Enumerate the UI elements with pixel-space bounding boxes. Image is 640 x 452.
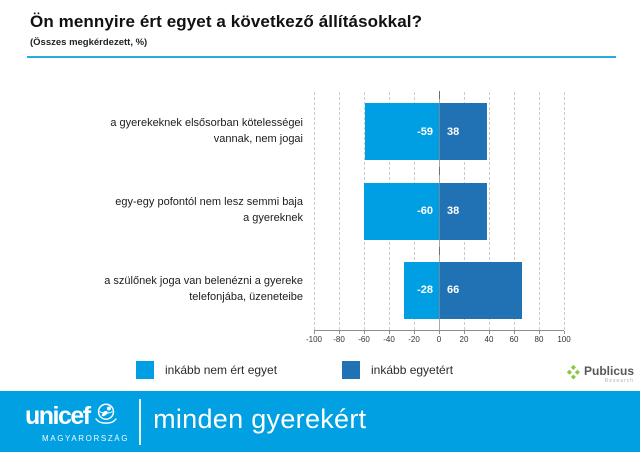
bar-negative: -59 — [365, 103, 439, 161]
gridline — [514, 92, 515, 330]
x-axis-tick — [314, 331, 315, 334]
legend-item-disagree: inkább nem ért egyet — [136, 361, 277, 379]
gridline — [539, 92, 540, 330]
x-axis-tick — [389, 331, 390, 334]
x-axis-tick — [439, 331, 440, 334]
gridline — [339, 92, 340, 330]
x-axis-tick-label: 20 — [459, 335, 469, 344]
value-label: 38 — [447, 125, 460, 138]
bar-negative: -60 — [364, 182, 439, 240]
value-label: 38 — [447, 205, 460, 217]
x-axis-tick — [539, 331, 540, 334]
x-axis-tick — [339, 331, 340, 334]
category-axis-tick — [439, 167, 440, 176]
publicus-name: Publicus — [583, 364, 634, 378]
value-label: -28 — [417, 284, 433, 297]
bar-positive: 66 — [439, 261, 522, 319]
x-axis-tick-label: -100 — [305, 335, 323, 344]
footer-divider — [139, 398, 142, 445]
unicef-logo: unicef MAGYARORSZÁG — [25, 401, 129, 443]
x-axis-tick-label: 100 — [557, 335, 571, 344]
x-axis-tick — [514, 331, 515, 334]
category-label: a szülőnek joga van belenézni a gyereke … — [104, 275, 303, 304]
publicus-sub: Research — [604, 378, 634, 385]
x-axis-tick-label: 40 — [484, 335, 494, 344]
page-title: Ön mennyire ért egyet a következő állítá… — [30, 12, 423, 31]
unicef-wordmark: unicef — [25, 401, 91, 430]
page-subtitle: (Összes megkérdezett, %) — [30, 37, 148, 48]
x-axis-tick — [564, 331, 565, 334]
bar-negative: -28 — [404, 261, 439, 319]
legend-swatch-disagree — [136, 361, 154, 379]
legend-label-agree: inkább egyetért — [371, 363, 454, 377]
gridline — [314, 92, 315, 330]
x-axis-tick — [489, 331, 490, 334]
x-axis-tick-label: -80 — [333, 335, 345, 344]
unicef-globe-icon — [93, 401, 119, 432]
x-axis — [314, 330, 565, 334]
legend-swatch-agree — [342, 361, 360, 379]
x-axis-tick — [364, 331, 365, 334]
plot-area: -59 38 -60 38 -28 66 — [314, 91, 565, 330]
title-divider — [27, 56, 616, 58]
publicus-diamonds-icon — [566, 364, 581, 385]
gridline — [564, 92, 565, 330]
bar-positive: 38 — [439, 182, 487, 240]
x-axis-tick — [414, 331, 415, 334]
category-axis-tick — [439, 246, 440, 255]
category-axis-tick — [439, 91, 440, 99]
legend-label-disagree: inkább nem ért egyet — [165, 363, 278, 377]
value-label: -59 — [417, 125, 433, 138]
footer-tagline: minden gyerekért — [153, 404, 367, 434]
zero-axis-line — [439, 91, 440, 330]
x-axis-tick-label: 0 — [436, 335, 442, 344]
x-axis-tick-label: -60 — [358, 335, 370, 344]
bar-positive: 38 — [439, 103, 487, 161]
x-axis-tick-label: -40 — [383, 335, 395, 344]
footer-band: unicef MAGYARORSZÁG minden gyerekért — [0, 391, 640, 452]
publicus-attribution: Publicus Research — [566, 364, 634, 385]
x-axis-tick-label: 80 — [534, 335, 544, 344]
category-labels: a gyerekeknek elsősorban kötelességei va… — [81, 92, 303, 330]
category-label: a gyerekeknek elsősorban kötelességei va… — [110, 116, 303, 145]
value-label: 66 — [447, 284, 460, 297]
unicef-country: MAGYARORSZÁG — [42, 433, 130, 443]
x-axis-tick-label: 60 — [509, 335, 519, 344]
x-axis-tick — [464, 331, 465, 334]
x-axis-tick-label: -20 — [408, 335, 420, 344]
value-label: -60 — [417, 205, 433, 217]
category-label: egy-egy pofontól nem lesz semmi baja a g… — [115, 196, 303, 224]
legend-item-agree: inkább egyetért — [342, 361, 453, 379]
gridline — [489, 92, 490, 330]
